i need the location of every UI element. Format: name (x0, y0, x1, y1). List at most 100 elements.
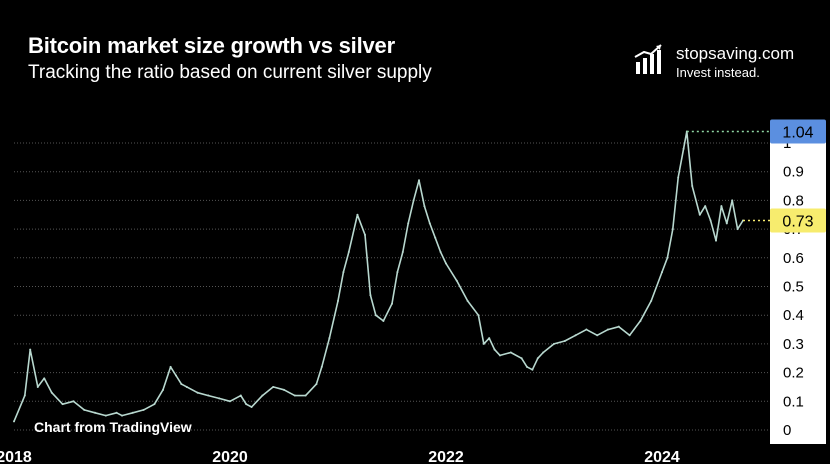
current-value-label: 0.73 (782, 213, 813, 230)
data-point (245, 403, 248, 406)
data-point (585, 328, 588, 331)
data-point (720, 205, 723, 208)
data-point (36, 385, 39, 388)
data-point (196, 391, 199, 394)
data-point (542, 351, 545, 354)
data-point (175, 374, 177, 377)
data-point (261, 394, 264, 397)
data-point (320, 365, 323, 368)
data-point (23, 394, 26, 397)
data-point (83, 408, 86, 411)
data-point (180, 383, 183, 386)
data-point (466, 299, 469, 302)
data-point (488, 337, 491, 340)
current-value-badge (770, 208, 826, 233)
data-point (142, 408, 145, 411)
data-point (43, 377, 46, 380)
data-point (428, 222, 431, 225)
data-point (682, 147, 685, 150)
data-point (391, 302, 393, 305)
data-point (169, 365, 172, 368)
data-point (407, 222, 410, 225)
data-point (526, 365, 528, 368)
data-point (661, 271, 663, 274)
y-tick-label: 0.9 (783, 164, 804, 181)
data-point (677, 176, 680, 179)
data-point (607, 328, 609, 331)
data-point (342, 271, 345, 274)
x-tick-label: 2018 (0, 449, 32, 464)
data-point (434, 236, 437, 239)
data-point (61, 403, 64, 406)
data-point (574, 334, 577, 337)
data-point (272, 385, 275, 388)
data-point (736, 228, 739, 231)
data-point (439, 251, 442, 254)
data-point (50, 391, 53, 394)
data-point (455, 279, 458, 282)
y-axis-scale (770, 122, 826, 444)
data-point (369, 294, 372, 297)
data-point (499, 354, 501, 357)
data-point (396, 271, 399, 274)
data-point (218, 397, 221, 400)
x-tick-label: 2020 (212, 449, 248, 464)
data-point (72, 400, 75, 403)
data-point (131, 411, 134, 414)
series-line (13, 130, 744, 422)
data-point (666, 256, 669, 259)
data-point (382, 319, 385, 322)
y-tick-label: 0.8 (783, 192, 804, 209)
max-value-label: 1.04 (782, 125, 813, 142)
data-point (153, 403, 156, 406)
data-point (115, 411, 118, 414)
data-point (596, 334, 599, 337)
data-point (477, 314, 480, 317)
brand-block[interactable]: stopsaving.com Invest instead. (634, 44, 824, 80)
data-point (121, 414, 123, 417)
data-point (650, 299, 653, 302)
data-point (628, 334, 631, 337)
data-point (698, 213, 701, 216)
y-tick-label: 0.4 (783, 307, 804, 324)
x-tick-label: 2022 (428, 449, 464, 464)
chart-credit: Chart from TradingView (34, 419, 192, 435)
data-point (509, 351, 512, 354)
data-point (250, 406, 253, 409)
data-point (401, 251, 404, 254)
y-tick-label: 0.2 (783, 365, 804, 382)
data-point (207, 394, 210, 397)
y-tick-label: 0.3 (783, 336, 804, 353)
data-point (709, 219, 712, 222)
data-point (731, 199, 734, 202)
data-point (328, 337, 331, 340)
y-tick-label: 0.5 (783, 279, 804, 296)
data-point (347, 251, 350, 254)
data-point (418, 179, 420, 182)
data-point (374, 314, 377, 317)
data-point (293, 394, 296, 397)
data-point (563, 340, 566, 343)
data-point (239, 394, 242, 397)
data-point (412, 199, 415, 202)
data-point (493, 348, 496, 351)
data-point (94, 411, 96, 414)
data-point (304, 394, 307, 397)
data-point (356, 213, 359, 216)
data-point (445, 262, 447, 265)
data-point (229, 400, 231, 403)
data-point (283, 388, 285, 391)
data-point (13, 420, 15, 423)
data-point (704, 205, 707, 208)
data-point (536, 357, 539, 360)
data-point (104, 414, 107, 417)
max-value-badge (770, 119, 826, 144)
y-tick-label: 0.1 (783, 393, 804, 410)
brand-name[interactable]: stopsaving.com (676, 44, 795, 63)
page-subtitle: Tracking the ratio based on current silv… (28, 62, 432, 83)
brand-tagline: Invest instead. (676, 65, 760, 80)
data-point (531, 368, 534, 371)
data-point (162, 388, 165, 391)
x-tick-label: 2024 (644, 449, 680, 464)
